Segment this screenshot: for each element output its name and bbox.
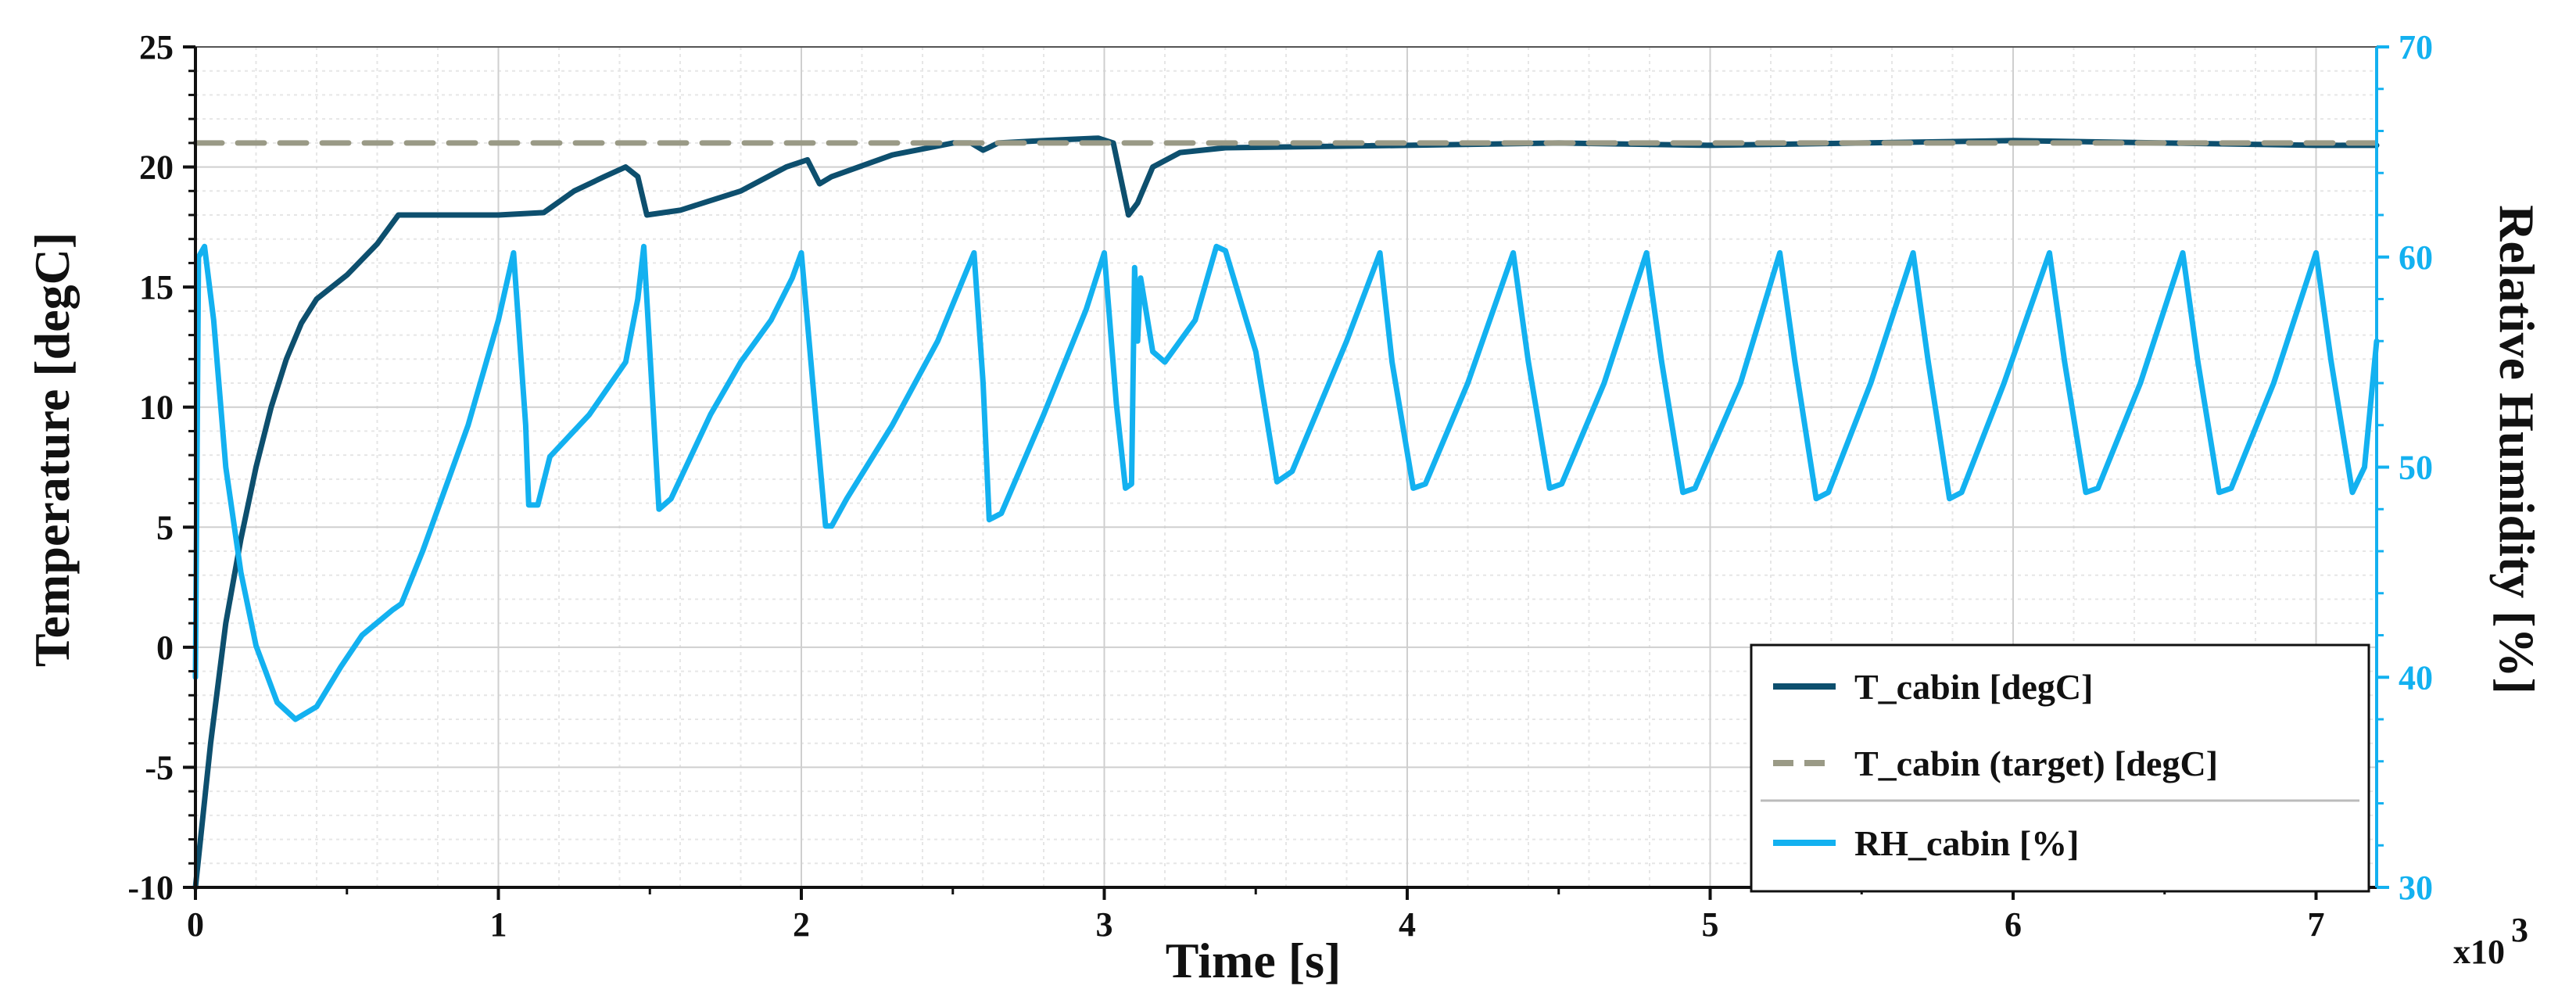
y-right-tick-label: 40 bbox=[2399, 658, 2433, 697]
y-right-tick-label: 60 bbox=[2399, 238, 2433, 277]
x-multiplier-exponent: 3 bbox=[2511, 911, 2528, 949]
y-left-tick-label: 5 bbox=[156, 508, 174, 547]
series-line-t-cabin bbox=[192, 135, 2380, 891]
y-left-tick-label: 15 bbox=[139, 268, 174, 306]
y-right-tick-label: 30 bbox=[2399, 869, 2433, 907]
y-right-tick-label: 50 bbox=[2399, 449, 2433, 487]
y-right-tick-label: 70 bbox=[2399, 28, 2433, 66]
y-left-tick-label: 0 bbox=[156, 629, 174, 667]
x-multiplier-label: x103 bbox=[2453, 911, 2528, 971]
y-left-tick-label: 25 bbox=[139, 28, 174, 66]
x-tick-label: 0 bbox=[187, 905, 204, 944]
legend-label-rh-cabin: RH_cabin [%] bbox=[1854, 823, 2080, 863]
x-tick-label: 4 bbox=[1399, 905, 1416, 944]
legend-label-t-cabin: T_cabin [degC] bbox=[1854, 667, 2093, 707]
y-left-tick-label: 10 bbox=[139, 389, 174, 427]
x-tick-label: 6 bbox=[2005, 905, 2022, 944]
legend: T_cabin [degC] T_cabin (target) [degC] R… bbox=[1750, 643, 2370, 893]
x-tick-label: 3 bbox=[1096, 905, 1113, 944]
legend-label-t-target: T_cabin (target) [degC] bbox=[1854, 744, 2218, 783]
x-tick-label: 2 bbox=[793, 905, 810, 944]
x-tick-label: 5 bbox=[1702, 905, 1719, 944]
y-left-tick-label: 20 bbox=[139, 149, 174, 187]
y-right-axis-title: Relative Humidity [%] bbox=[2489, 205, 2545, 694]
legend-box bbox=[1750, 643, 2370, 893]
ticks: 0 1 2 3 4 5 6 7 -10 -5 0 5 10 15 20 25 30 40 50 60 70 bbox=[127, 28, 2433, 944]
series-layer bbox=[192, 135, 2380, 891]
x-axis-title: Time [s] bbox=[1166, 933, 1342, 988]
x-tick-label: 1 bbox=[490, 905, 507, 944]
y-left-axis-title: Temperature [degC] bbox=[24, 232, 80, 667]
x-tick-label: 7 bbox=[2308, 905, 2325, 944]
y-left-tick-label: -5 bbox=[145, 748, 174, 787]
y-left-tick-label: -10 bbox=[127, 869, 174, 907]
series-line-rh-cabin bbox=[192, 243, 2380, 722]
